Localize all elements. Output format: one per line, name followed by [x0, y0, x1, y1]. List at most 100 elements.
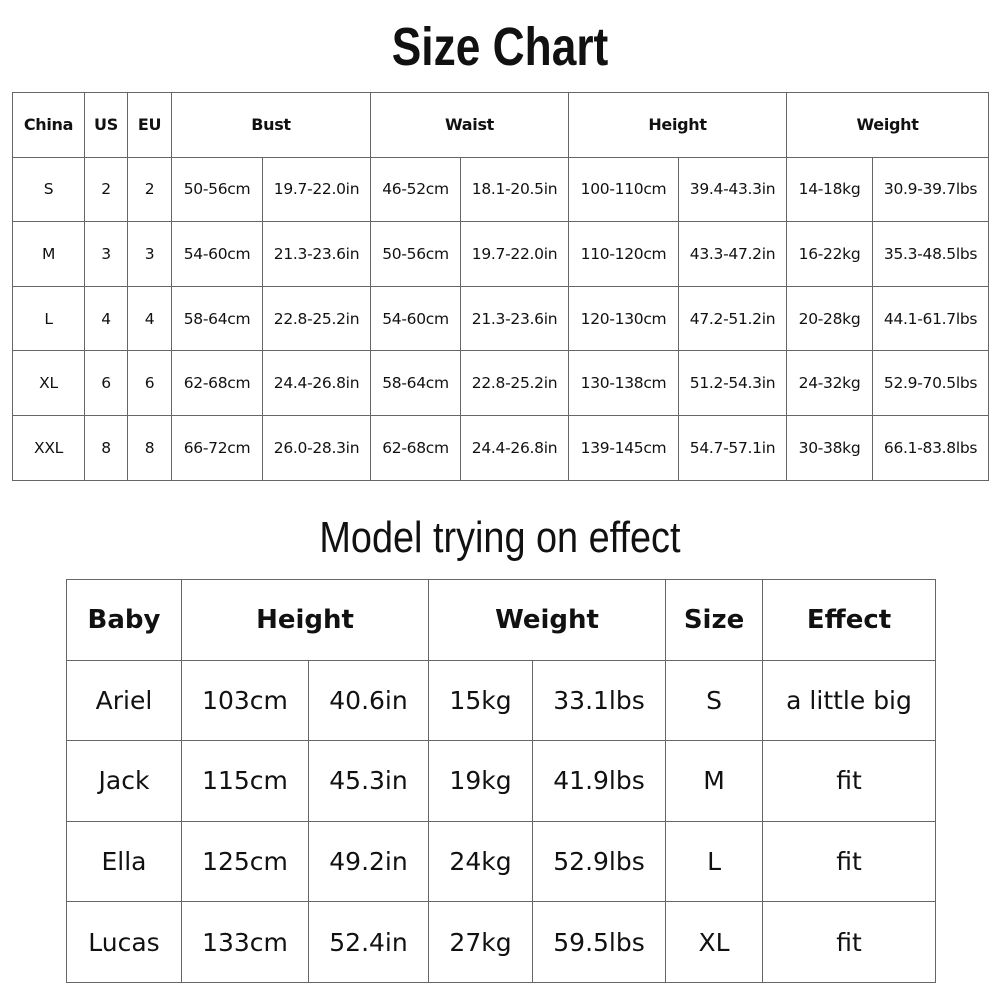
table-cell: 43.3-47.2in	[678, 221, 788, 287]
table-cell: 2	[127, 156, 172, 223]
table-cell: L	[665, 820, 764, 903]
header-height: Height	[180, 579, 430, 661]
table-cell: 21.3-23.6in	[262, 221, 371, 287]
header-bust: Bust	[171, 92, 371, 158]
table-cell: 20-28kg	[786, 285, 874, 352]
header-weight: Weight	[428, 579, 667, 661]
table-cell: 22.8-25.2in	[459, 350, 570, 416]
model-effect-title: Model trying on effect	[319, 513, 681, 562]
table-cell: 47.2-51.2in	[678, 285, 788, 352]
table-cell: 30-38kg	[786, 414, 874, 481]
table-cell: 19.7-22.0in	[262, 156, 371, 223]
table-cell: 30.9-39.7lbs	[872, 156, 990, 223]
table-cell: 50-56cm	[370, 221, 461, 287]
table-cell: 33.1lbs	[532, 659, 667, 742]
table-cell: XXL	[12, 414, 85, 481]
table-cell: 115cm	[181, 740, 309, 822]
table-cell: 18.1-20.5in	[459, 156, 570, 223]
table-cell: 14-18kg	[786, 156, 874, 223]
table-cell: 3	[127, 221, 172, 287]
table-row: XL 6 6 62-68cm 24.4-26.8in 58-64cm 22.8-25.2in…	[12, 350, 990, 416]
table-cell: 19kg	[428, 740, 534, 822]
table-cell: 6	[84, 350, 128, 416]
table-cell: 139-145cm	[568, 414, 680, 481]
size-chart-title: Size Chart	[391, 17, 609, 77]
header-weight: Weight	[786, 92, 990, 158]
table-cell: 62-68cm	[171, 350, 263, 416]
table-cell: 45.3in	[307, 740, 430, 822]
table-cell: fit	[762, 820, 937, 903]
table-cell: 24.4-26.8in	[262, 350, 371, 416]
table-cell: XL	[665, 901, 764, 983]
table-cell: 125cm	[181, 820, 309, 903]
table-cell: fit	[762, 740, 937, 822]
table-cell: M	[12, 221, 85, 287]
table-cell: 24kg	[428, 820, 534, 903]
table-cell: S	[12, 156, 85, 223]
table-cell: 21.3-23.6in	[459, 285, 570, 352]
table-cell: 22.8-25.2in	[262, 285, 371, 352]
table-cell: M	[665, 740, 764, 822]
header-height: Height	[568, 92, 788, 158]
header-us: US	[84, 92, 128, 158]
table-cell: 8	[84, 414, 128, 481]
table-cell: 110-120cm	[568, 221, 680, 287]
table-cell: 49.2in	[307, 820, 430, 903]
table-cell: 54-60cm	[370, 285, 461, 352]
header-china: China	[12, 92, 85, 158]
table-cell: 16-22kg	[786, 221, 874, 287]
table-cell: fit	[762, 901, 937, 983]
table-cell: 39.4-43.3in	[678, 156, 788, 223]
table-cell: Ariel	[66, 659, 182, 742]
table-row: M 3 3 54-60cm 21.3-23.6in 50-56cm 19.7-22.0in 1…	[12, 221, 990, 287]
header-eu: EU	[127, 92, 172, 158]
table-cell: 59.5lbs	[532, 901, 667, 983]
table-cell: 27kg	[428, 901, 534, 983]
model-effect-table: Baby Height Weight Size Effect Ariel 103c…	[66, 579, 937, 983]
table-cell: 41.9lbs	[532, 740, 667, 822]
table-cell: XL	[12, 350, 85, 416]
table-cell: S	[665, 659, 764, 742]
table-cell: 15kg	[428, 659, 534, 742]
table-cell: 35.3-48.5lbs	[872, 221, 990, 287]
table-row: S 2 2 50-56cm 19.7-22.0in 46-52cm 18.1-20.5in 1…	[12, 156, 990, 223]
table-cell: 44.1-61.7lbs	[872, 285, 990, 352]
table-cell: L	[12, 285, 85, 352]
table-cell: 51.2-54.3in	[678, 350, 788, 416]
table-cell: 66-72cm	[171, 414, 263, 481]
table-cell: 24-32kg	[786, 350, 874, 416]
table-cell: 52.9lbs	[532, 820, 667, 903]
table-cell: 52.9-70.5lbs	[872, 350, 990, 416]
table-cell: 3	[84, 221, 128, 287]
table-cell: 50-56cm	[171, 156, 263, 223]
table-cell: 52.4in	[307, 901, 430, 983]
table-row: XXL 8 8 66-72cm 26.0-28.3in 62-68cm 24.4-26.8i…	[12, 414, 990, 481]
table-cell: 8	[127, 414, 172, 481]
table-cell: Ella	[66, 820, 182, 903]
model-effect-header-row: Baby Height Weight Size Effect	[66, 579, 937, 661]
table-cell: 58-64cm	[370, 350, 461, 416]
table-cell: Lucas	[66, 901, 182, 983]
table-row: Lucas 133cm 52.4in 27kg 59.5lbs XL fit	[66, 901, 937, 983]
table-cell: 54-60cm	[171, 221, 263, 287]
table-cell: 19.7-22.0in	[459, 221, 570, 287]
table-cell: 26.0-28.3in	[262, 414, 371, 481]
table-cell: a little big	[762, 659, 937, 742]
header-baby: Baby	[66, 579, 182, 661]
table-cell: 120-130cm	[568, 285, 680, 352]
table-cell: 133cm	[181, 901, 309, 983]
table-cell: 4	[84, 285, 128, 352]
table-cell: 2	[84, 156, 128, 223]
table-cell: 100-110cm	[568, 156, 680, 223]
header-size: Size	[665, 579, 764, 661]
table-cell: 24.4-26.8in	[459, 414, 570, 481]
table-cell: 130-138cm	[568, 350, 680, 416]
table-cell: 66.1-83.8lbs	[872, 414, 990, 481]
table-cell: 54.7-57.1in	[678, 414, 788, 481]
table-row: L 4 4 58-64cm 22.8-25.2in 54-60cm 21.3-23.6in 1…	[12, 285, 990, 352]
table-cell: 6	[127, 350, 172, 416]
table-cell: 4	[127, 285, 172, 352]
